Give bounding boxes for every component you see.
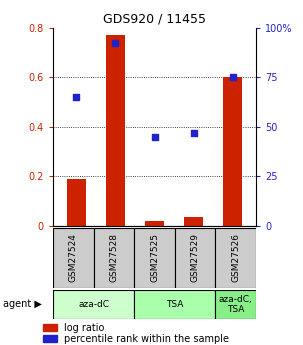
Bar	[42, 324, 57, 332]
Point	[74, 94, 79, 100]
Point	[152, 134, 157, 139]
FancyBboxPatch shape	[53, 228, 94, 288]
Bar	[184, 217, 203, 226]
FancyBboxPatch shape	[94, 228, 134, 288]
Bar	[67, 179, 86, 226]
Text: GSM27525: GSM27525	[150, 233, 159, 283]
Text: GSM27526: GSM27526	[231, 233, 240, 283]
Point	[191, 130, 196, 136]
Text: GSM27524: GSM27524	[69, 234, 78, 282]
Bar	[223, 77, 242, 226]
FancyBboxPatch shape	[215, 290, 256, 319]
FancyBboxPatch shape	[175, 228, 215, 288]
Text: GDS920 / 11455: GDS920 / 11455	[103, 12, 206, 25]
Text: agent ▶: agent ▶	[3, 299, 42, 309]
FancyBboxPatch shape	[134, 228, 175, 288]
FancyBboxPatch shape	[53, 290, 134, 319]
FancyBboxPatch shape	[215, 228, 256, 288]
FancyBboxPatch shape	[134, 290, 215, 319]
Bar	[106, 35, 125, 226]
Text: aza-dC,
TSA: aza-dC, TSA	[219, 295, 253, 314]
Bar	[145, 221, 164, 226]
Text: log ratio: log ratio	[64, 323, 104, 333]
Text: percentile rank within the sample: percentile rank within the sample	[64, 334, 228, 344]
Point	[230, 75, 235, 80]
Text: TSA: TSA	[166, 300, 184, 309]
Point	[113, 41, 118, 46]
Text: aza-dC: aza-dC	[78, 300, 109, 309]
Text: GSM27528: GSM27528	[109, 233, 118, 283]
Text: GSM27529: GSM27529	[191, 233, 200, 283]
Bar	[42, 335, 57, 342]
